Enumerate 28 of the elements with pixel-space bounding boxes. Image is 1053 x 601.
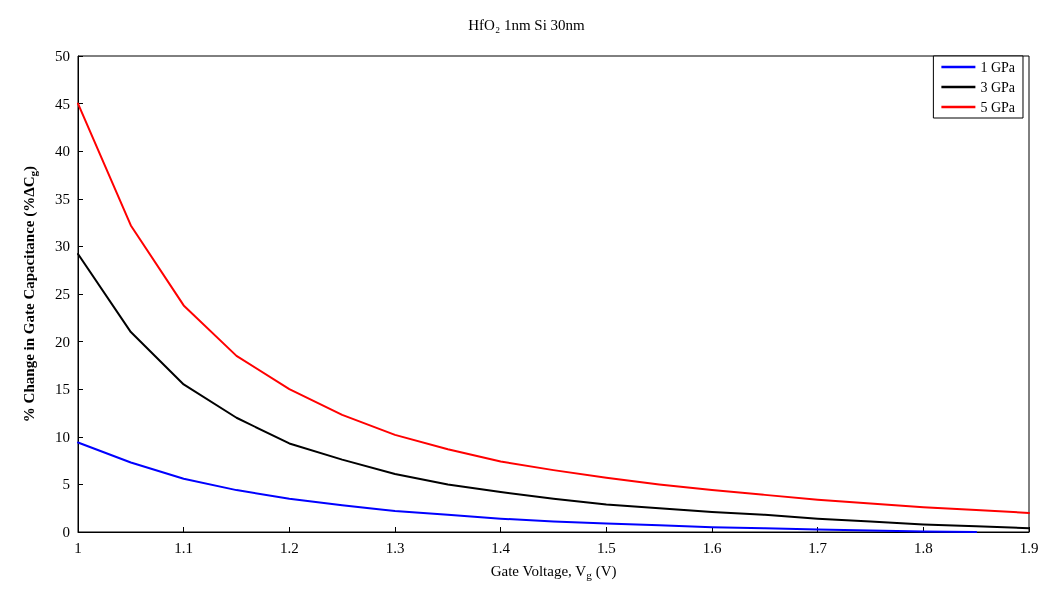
x-tick-label: 1.4 — [491, 539, 511, 556]
y-tick-label: 10 — [55, 428, 70, 445]
y-tick-label: 20 — [55, 333, 70, 350]
line-series — [77, 441, 978, 533]
x-tick-label: 1.7 — [808, 539, 828, 556]
legend-label: 3 GPa — [980, 79, 1016, 95]
x-tick-label: 1.9 — [1019, 539, 1039, 556]
legend-label: 1 GPa — [980, 59, 1016, 75]
y-tick-label: 35 — [55, 190, 70, 207]
x-tick-label: 1 — [74, 539, 82, 556]
y-tick-label: 45 — [55, 95, 70, 112]
x-tick-label: 1.8 — [913, 539, 933, 556]
y-axis-title: % Change in Gate Capacitance (%ΔCg) — [20, 165, 39, 423]
x-tick-label: 1.5 — [596, 539, 616, 556]
y-tick-label: 40 — [55, 143, 70, 160]
y-tick-label: 25 — [55, 286, 70, 302]
y-tick-label: 30 — [55, 238, 70, 255]
x-tick-label: 1.6 — [702, 539, 722, 556]
y-tick-label: 5 — [62, 476, 70, 493]
y-tick-label: 0 — [62, 524, 70, 540]
x-tick-label: 1.3 — [385, 539, 405, 556]
y-tick-label: 15 — [55, 381, 70, 398]
x-tick-label: 1.2 — [279, 539, 299, 556]
y-tick-label: 50 — [55, 48, 70, 64]
x-tick-label: 1.1 — [174, 539, 194, 556]
line-series — [77, 102, 1030, 514]
legend-label: 5 GPa — [980, 99, 1016, 115]
chart-title: HfO₂ 1nm Si 30nm — [468, 16, 586, 33]
